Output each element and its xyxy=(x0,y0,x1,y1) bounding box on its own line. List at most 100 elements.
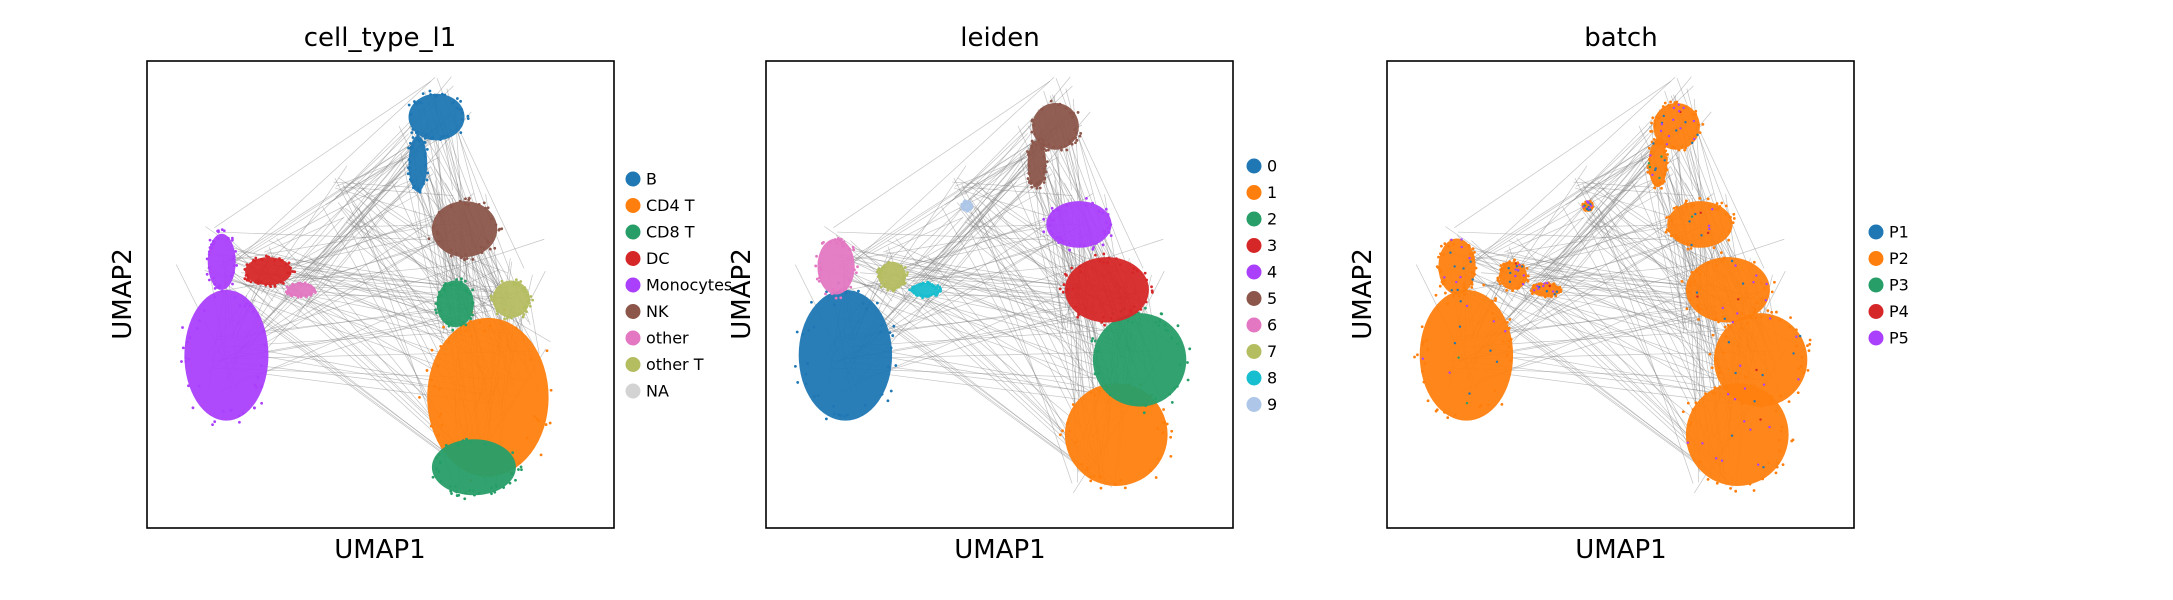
data-point xyxy=(918,282,922,286)
data-point xyxy=(1685,206,1688,209)
data-point xyxy=(1079,270,1083,274)
data-point xyxy=(293,293,297,297)
graph-edge xyxy=(1543,267,1709,328)
data-point xyxy=(1521,282,1525,286)
data-point xyxy=(1107,256,1111,260)
data-point xyxy=(1084,204,1088,207)
data-point xyxy=(1508,280,1512,284)
data-point xyxy=(1660,186,1663,190)
data-point xyxy=(1753,308,1757,311)
data-point xyxy=(207,266,211,269)
data-point xyxy=(521,315,525,319)
legend-marker xyxy=(1246,397,1262,412)
data-point xyxy=(1550,294,1553,298)
data-point xyxy=(259,280,263,284)
data-point xyxy=(430,348,434,352)
data-point xyxy=(465,257,469,260)
data-point xyxy=(1055,208,1059,211)
data-point xyxy=(1646,166,1650,170)
graph-edge xyxy=(958,207,1083,372)
data-point xyxy=(888,331,892,334)
data-point xyxy=(1688,290,1692,294)
data-point xyxy=(471,313,475,317)
data-point xyxy=(879,276,883,280)
data-point xyxy=(1071,136,1075,140)
data-point xyxy=(1686,401,1690,405)
data-point xyxy=(1802,371,1806,374)
cluster-blob-6 xyxy=(817,238,855,295)
data-point xyxy=(1727,340,1731,344)
data-point xyxy=(1109,234,1113,237)
data-point xyxy=(477,491,481,495)
data-point xyxy=(1103,229,1106,233)
graph-edge xyxy=(897,229,1075,268)
legend-marker xyxy=(625,304,641,319)
data-point xyxy=(880,392,884,396)
data-point xyxy=(875,301,879,305)
data-point xyxy=(1652,181,1656,184)
data-point xyxy=(1675,129,1678,132)
data-point xyxy=(260,364,263,368)
data-point xyxy=(455,251,459,255)
data-point xyxy=(1663,167,1667,171)
cluster-blob-3 xyxy=(1064,257,1149,323)
data-point xyxy=(1080,462,1084,466)
data-point xyxy=(1156,427,1160,431)
data-point xyxy=(1027,180,1031,184)
data-point xyxy=(1753,400,1756,403)
data-point xyxy=(1090,339,1094,343)
data-point xyxy=(1789,316,1792,320)
data-point xyxy=(1779,429,1783,433)
cluster-blob-Monocytes xyxy=(184,289,269,421)
data-point xyxy=(187,384,190,388)
data-point xyxy=(1503,266,1507,270)
data-point xyxy=(488,324,492,328)
legend-marker xyxy=(1246,185,1262,200)
graph-edge xyxy=(952,181,1034,188)
data-point xyxy=(1135,310,1138,314)
graph-edge xyxy=(1585,133,1649,195)
legend-marker xyxy=(1868,224,1884,240)
data-point xyxy=(291,270,295,273)
data-point xyxy=(286,271,289,275)
data-point xyxy=(1661,141,1664,145)
data-point xyxy=(1474,266,1478,270)
data-point xyxy=(1507,339,1511,343)
data-point xyxy=(1029,180,1033,184)
data-point xyxy=(1109,316,1113,320)
data-point xyxy=(1085,196,1088,200)
data-point xyxy=(1582,205,1585,208)
data-point xyxy=(1097,389,1101,393)
data-point xyxy=(313,289,317,293)
data-point xyxy=(187,357,191,361)
cluster-blob-P2 xyxy=(1438,238,1476,295)
data-point xyxy=(1520,265,1524,268)
graph-edge xyxy=(912,264,1080,281)
data-point xyxy=(1690,215,1694,218)
graph-edge xyxy=(217,231,459,242)
data-point xyxy=(1494,299,1497,302)
data-point xyxy=(463,497,467,501)
data-point xyxy=(215,236,219,240)
data-point xyxy=(1806,344,1809,348)
data-point xyxy=(1496,278,1500,282)
data-point xyxy=(1755,368,1758,372)
graph-edge xyxy=(842,267,918,330)
data-point xyxy=(442,134,446,138)
data-point xyxy=(1708,227,1711,231)
graph-edge xyxy=(1464,287,1709,470)
graph-edge xyxy=(1456,255,1704,312)
graph-edge xyxy=(413,190,505,341)
legend-label: NA xyxy=(646,382,669,401)
data-point xyxy=(243,268,247,271)
data-point xyxy=(1670,219,1674,222)
data-point xyxy=(257,282,260,285)
data-point xyxy=(1471,278,1474,281)
legend-item: CD8 T xyxy=(625,223,695,242)
data-point xyxy=(841,244,845,248)
data-point xyxy=(1446,416,1450,420)
graph-edge xyxy=(266,251,455,301)
data-point xyxy=(1130,321,1134,324)
data-point xyxy=(1708,352,1712,356)
